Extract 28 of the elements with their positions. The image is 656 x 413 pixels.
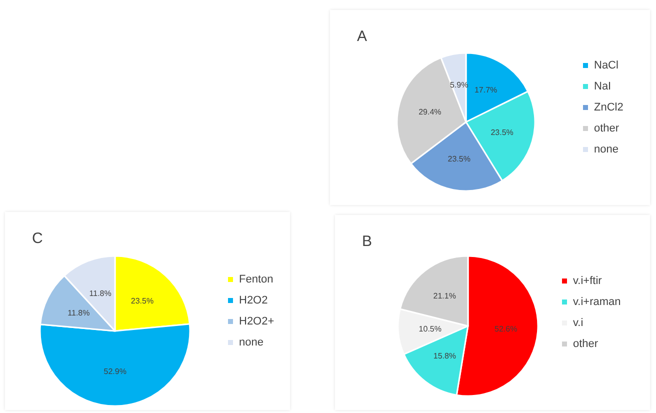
- chart-title: B: [362, 233, 372, 250]
- legend-label: v.i: [573, 317, 584, 329]
- legend-label: v.i+ftir: [573, 275, 602, 287]
- data-label: 11.8%: [89, 288, 112, 298]
- data-label: 29.4%: [418, 107, 442, 116]
- data-label: 17.7%: [474, 86, 498, 95]
- legend-label: none: [594, 144, 618, 156]
- legend-label: v.i+raman: [573, 296, 621, 308]
- data-label: 52.9%: [104, 367, 126, 376]
- data-label: 11.8%: [68, 308, 90, 318]
- legend-label: ZnCl2: [594, 102, 624, 114]
- legend-label: H2O2: [239, 294, 268, 306]
- legend-label: NaI: [594, 80, 612, 92]
- legend-label: NaCl: [594, 60, 618, 72]
- legend-label: Fenton: [239, 274, 274, 286]
- chart-title: C: [32, 230, 43, 247]
- legend-label: other: [573, 338, 598, 350]
- data-label: 52.6%: [494, 324, 518, 334]
- data-label: 23.5%: [448, 154, 470, 164]
- legend-label: none: [239, 336, 264, 348]
- data-label: 10.5%: [418, 324, 442, 334]
- data-label: 23.5%: [490, 128, 514, 137]
- chart-title: A: [357, 28, 368, 45]
- legend-label: other: [594, 122, 620, 134]
- data-label: 23.5%: [130, 296, 154, 306]
- data-label: 15.8%: [433, 352, 456, 361]
- data-label: 21.1%: [433, 292, 456, 301]
- legend-label: H2O2+: [239, 316, 274, 328]
